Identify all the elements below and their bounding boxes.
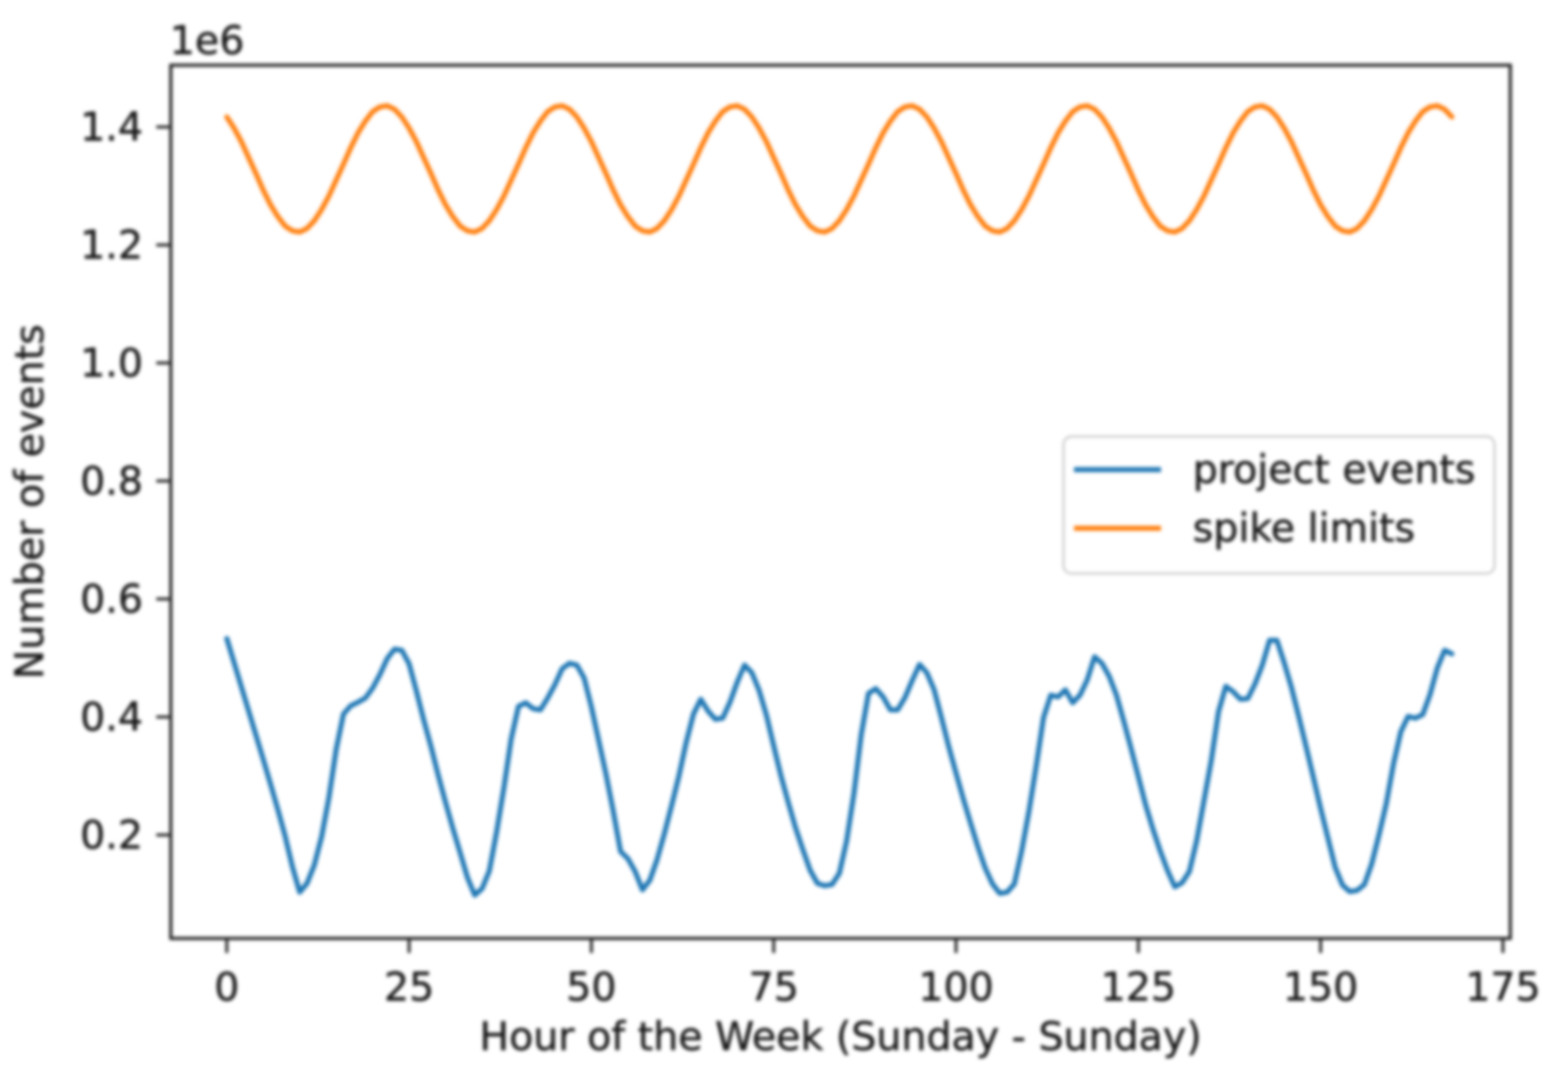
legend-label-spike-limits: spike limits [1193,506,1415,552]
x-tick-label-150: 150 [1283,965,1358,1011]
x-tick-label-50: 50 [566,965,616,1011]
y-tick-label-0.8: 0.8 [80,458,143,504]
x-tick-label-75: 75 [749,965,799,1011]
x-tick-label-125: 125 [1101,965,1176,1011]
x-axis-label: Hour of the Week (Sunday - Sunday) [479,1014,1201,1060]
legend: project events spike limits [1062,435,1496,575]
y-axis-label: Number of events [7,324,53,679]
y-tick-label-1.0: 1.0 [80,340,143,386]
x-tick-label-175: 175 [1465,965,1540,1011]
y-tick-label-0.6: 0.6 [80,576,143,622]
y-axis: 0.2 0.4 0.6 0.8 1.0 1.2 1.4 [80,104,170,859]
y-tick-label-1.2: 1.2 [80,222,143,268]
x-tick-label-0: 0 [214,965,239,1011]
series-line-project-events [224,636,1455,898]
y-tick-label-0.2: 0.2 [80,812,143,858]
x-tick-label-25: 25 [384,965,434,1011]
x-axis: 0 25 50 75 100 125 150 175 [214,939,1541,1011]
x-tick-label-100: 100 [918,965,993,1011]
legend-label-project-events: project events [1193,447,1476,493]
y-tick-label-1.4: 1.4 [80,104,143,150]
legend-box [1062,435,1496,575]
series-line-spike-limits [224,103,1455,235]
y-axis-offset-label: 1e6 [170,18,245,64]
y-tick-label-0.4: 0.4 [80,694,143,740]
plot-border [169,63,1512,940]
